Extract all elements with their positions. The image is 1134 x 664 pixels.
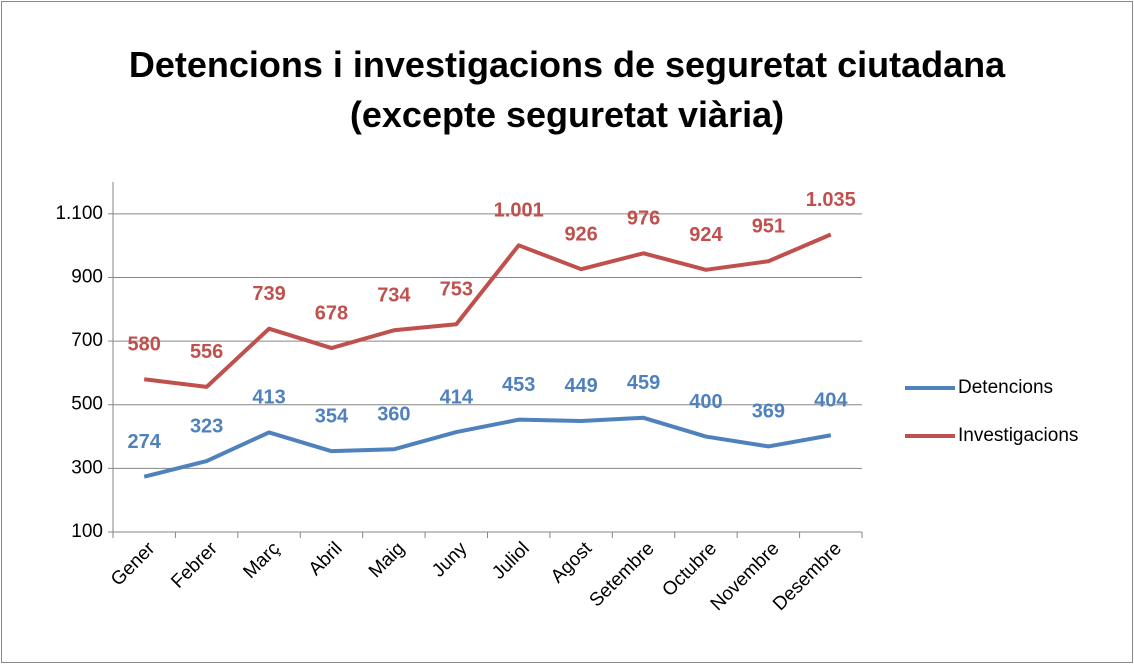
data-label: 678: [315, 302, 348, 324]
y-tick-label: 300: [71, 457, 103, 478]
data-label: 734: [377, 285, 411, 307]
data-label: 739: [252, 283, 285, 305]
x-tick-label: Setembre: [586, 538, 659, 611]
data-label: 1.001: [494, 200, 544, 222]
y-tick-label: 700: [71, 330, 103, 351]
data-label: 1.035: [806, 189, 856, 211]
y-tick-label: 100: [71, 521, 103, 542]
legend-label: Detencions: [958, 377, 1053, 398]
y-tick-label: 900: [71, 266, 103, 287]
data-label: 413: [252, 387, 285, 409]
data-label: 556: [190, 341, 223, 363]
data-label: 753: [440, 279, 473, 301]
data-label: 274: [128, 431, 162, 453]
data-label: 976: [627, 208, 660, 230]
x-tick-label: Febrer: [167, 538, 222, 593]
x-tick-label: Octubre: [658, 538, 721, 601]
chart-title: Detencions i investigacions de seguretat…: [128, 44, 1006, 135]
x-tick-label: Juliol: [488, 538, 533, 583]
data-label: 951: [752, 216, 785, 238]
data-label: 449: [564, 375, 597, 397]
data-label: 926: [564, 223, 597, 245]
data-label: 400: [689, 391, 722, 413]
data-label: 459: [627, 372, 660, 394]
x-tick-label: Desembre: [769, 538, 846, 615]
data-label: 924: [689, 224, 723, 246]
x-tick-label: Març: [239, 538, 284, 583]
data-label: 580: [128, 334, 161, 356]
data-label: 354: [315, 405, 349, 427]
data-label: 323: [190, 415, 223, 437]
data-label: 360: [377, 404, 410, 426]
data-label: 414: [440, 386, 474, 408]
data-label: 369: [752, 401, 785, 423]
y-tick-label: 1.100: [55, 203, 103, 224]
x-tick-label: Abril: [305, 538, 347, 580]
series-line: [143, 415, 832, 479]
legend-label: Investigacions: [958, 425, 1078, 446]
series-line: [143, 232, 832, 389]
x-tick-label: Agost: [547, 538, 597, 588]
x-tick-label: Maig: [365, 538, 409, 582]
x-tick-label: Gener: [107, 538, 160, 591]
x-tick-label: Juny: [428, 538, 472, 582]
data-label: 453: [502, 374, 535, 396]
y-tick-label: 500: [71, 394, 103, 415]
data-label: 404: [814, 390, 848, 412]
